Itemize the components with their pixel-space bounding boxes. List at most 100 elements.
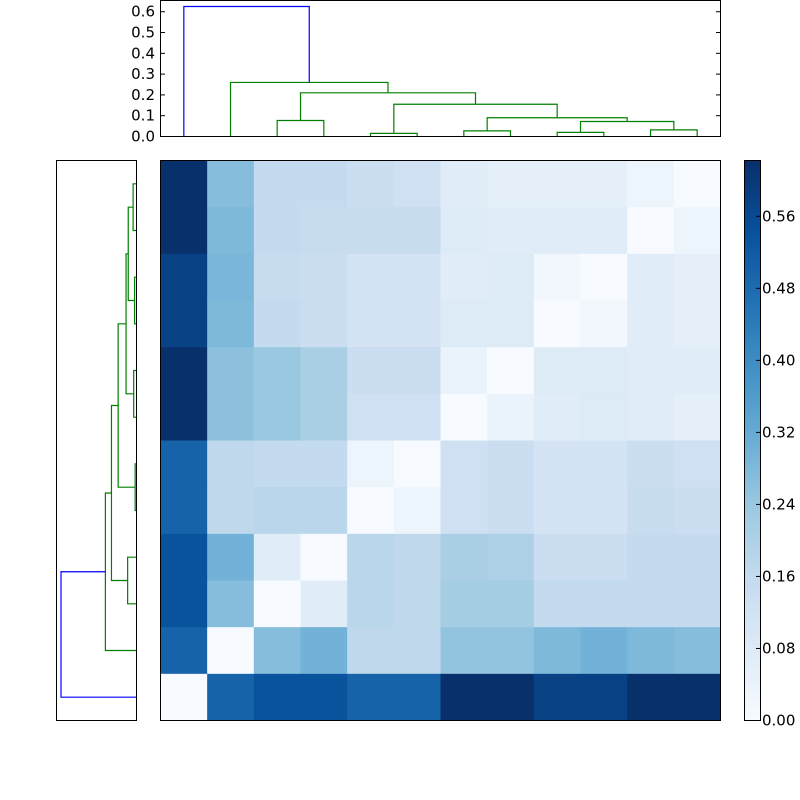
heatmap-cell xyxy=(580,300,628,348)
heatmap-cell xyxy=(673,673,721,721)
colorbar-segment xyxy=(744,656,761,661)
dendrogram-link xyxy=(579,120,675,133)
heatmap-cell xyxy=(300,533,348,581)
heatmap-cell xyxy=(300,440,348,488)
heatmap-cell xyxy=(347,627,395,675)
heatmap-grid xyxy=(160,160,721,721)
colorbar-segment xyxy=(744,436,761,441)
heatmap-cell xyxy=(627,300,675,348)
heatmap-cell xyxy=(347,580,395,628)
colorbar-segment xyxy=(744,184,761,189)
colorbar-tick-label: 0.56 xyxy=(762,207,795,225)
heatmap-cell xyxy=(207,300,255,348)
colorbar-segment xyxy=(744,716,761,721)
left-dendrogram xyxy=(56,160,137,721)
heatmap-cell xyxy=(440,627,488,675)
colorbar-segment xyxy=(744,468,761,473)
colorbar-segment xyxy=(744,196,761,201)
heatmap-cell xyxy=(673,487,721,535)
colorbar-segment xyxy=(744,548,761,553)
heatmap-cell xyxy=(627,253,675,301)
heatmap-cell xyxy=(673,627,721,675)
colorbar-segment xyxy=(744,372,761,377)
colorbar-segment xyxy=(744,416,761,421)
heatmap-cell xyxy=(440,207,488,255)
heatmap-cell xyxy=(533,627,581,675)
heatmap-frame xyxy=(160,160,721,721)
colorbar-segment xyxy=(744,312,761,317)
colorbar-segment xyxy=(744,300,761,305)
colorbar-segment xyxy=(744,276,761,281)
heatmap-cell xyxy=(253,207,301,255)
heatmap-cell xyxy=(627,627,675,675)
heatmap-cell xyxy=(393,160,441,208)
colorbar-segment xyxy=(744,292,761,297)
colorbar-tick-label: 0.40 xyxy=(762,351,795,369)
heatmap-cell xyxy=(673,347,721,395)
heatmap-cell xyxy=(487,393,535,441)
heatmap-cell xyxy=(253,487,301,535)
colorbar-segment xyxy=(744,496,761,501)
y-tick-label: 0.4 xyxy=(131,44,155,62)
colorbar-segment xyxy=(744,420,761,425)
colorbar-segment xyxy=(744,224,761,229)
heatmap-cell xyxy=(673,207,721,255)
colorbar-segment xyxy=(744,360,761,365)
y-tick-label: 0.5 xyxy=(131,24,155,42)
colorbar-segment xyxy=(744,220,761,225)
heatmap-cell xyxy=(673,160,721,208)
colorbar-segment xyxy=(744,308,761,313)
heatmap-cell xyxy=(393,440,441,488)
heatmap-cell xyxy=(207,533,255,581)
y-tick-label: 0.0 xyxy=(131,128,155,146)
dendrogram-link xyxy=(556,131,605,137)
heatmap-cell xyxy=(207,487,255,535)
y-tick-label: 0.2 xyxy=(131,86,155,104)
colorbar-segment xyxy=(744,296,761,301)
colorbar-segment xyxy=(744,336,761,341)
colorbar-segment xyxy=(744,580,761,585)
heatmap-cell xyxy=(300,487,348,535)
colorbar-segment xyxy=(744,636,761,641)
colorbar-segment xyxy=(744,380,761,385)
colorbar-segment xyxy=(744,676,761,681)
heatmap-cell xyxy=(673,440,721,488)
colorbar-segment xyxy=(744,352,761,357)
colorbar-segment xyxy=(744,544,761,549)
colorbar-segment xyxy=(744,192,761,197)
colorbar-segment xyxy=(744,396,761,401)
heatmap-cell xyxy=(673,533,721,581)
dendrogram-link xyxy=(125,253,134,395)
heatmap-cell xyxy=(160,160,208,208)
colorbar-segment xyxy=(744,540,761,545)
heatmap-cell xyxy=(580,487,628,535)
heatmap-cell xyxy=(393,673,441,721)
colorbar-segment xyxy=(744,164,761,169)
heatmap-cell xyxy=(347,533,395,581)
heatmap-cell xyxy=(440,393,488,441)
heatmap-cell xyxy=(533,440,581,488)
dendrogram-link xyxy=(649,129,698,137)
heatmap-cell xyxy=(300,393,348,441)
heatmap-cell xyxy=(347,440,395,488)
colorbar-segment xyxy=(744,324,761,329)
heatmap-cell xyxy=(347,487,395,535)
heatmap-cell xyxy=(580,160,628,208)
colorbar-segment xyxy=(744,680,761,685)
colorbar-segment xyxy=(744,340,761,345)
heatmap-cell xyxy=(393,253,441,301)
heatmap-cell xyxy=(440,253,488,301)
heatmap-cell xyxy=(393,627,441,675)
colorbar-segment xyxy=(744,504,761,509)
colorbar-segment xyxy=(744,688,761,693)
heatmap-cell xyxy=(627,347,675,395)
heatmap-cell xyxy=(160,347,208,395)
colorbar-segment xyxy=(744,524,761,529)
heatmap-cell xyxy=(440,300,488,348)
colorbar-segment xyxy=(744,332,761,337)
colorbar-segment xyxy=(744,172,761,177)
heatmap-cell xyxy=(580,347,628,395)
colorbar-segment xyxy=(744,268,761,273)
colorbar-segment xyxy=(744,592,761,597)
heatmap-cell xyxy=(347,207,395,255)
